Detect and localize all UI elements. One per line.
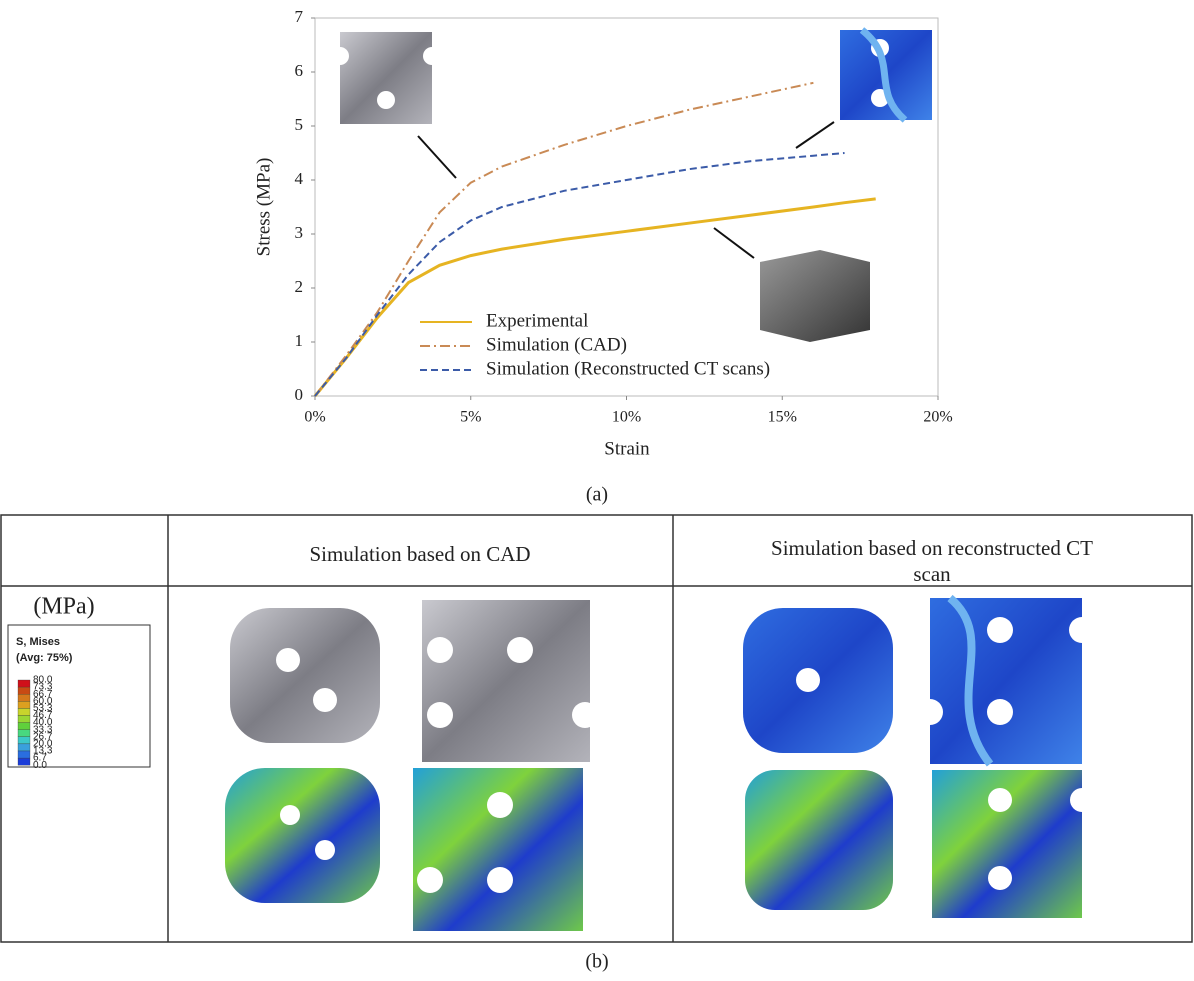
- panel-label: (b): [585, 951, 608, 973]
- x-tick-label: 10%: [612, 409, 641, 426]
- y-tick-label: 6: [295, 61, 304, 80]
- y-axis-title: Stress (MPa): [253, 158, 274, 257]
- legend-swatch: [18, 737, 30, 744]
- legend-swatch: [18, 680, 30, 687]
- legend-swatch: [18, 723, 30, 730]
- legend-swatch: [18, 716, 30, 723]
- legend-label: Simulation (CAD): [486, 334, 627, 355]
- legend-swatch: [18, 730, 30, 737]
- x-tick-label: 15%: [768, 409, 797, 426]
- y-tick-label: 0: [295, 385, 304, 404]
- legend-swatch: [18, 744, 30, 751]
- y-tick-label: 2: [295, 277, 304, 296]
- legend-swatch: [18, 751, 30, 758]
- legend-swatch: [18, 701, 30, 708]
- legend-title: S, Mises: [16, 636, 60, 648]
- legend-swatch: [18, 687, 30, 694]
- panel-label: (a): [586, 484, 608, 506]
- inset-images: [331, 30, 932, 342]
- legend-swatch: [18, 708, 30, 715]
- legend-swatch: [18, 758, 30, 765]
- x-tick-label: 5%: [460, 409, 481, 426]
- y-tick-label: 4: [295, 169, 304, 188]
- figure: (a) Simulation based on CAD Simulation b…: [0, 0, 1194, 981]
- table-images: [225, 598, 1095, 931]
- legend-level: 0.0: [33, 760, 47, 771]
- legend-label: Experimental: [486, 310, 588, 331]
- y-tick-label: 5: [295, 115, 304, 134]
- y-tick-label: 7: [295, 7, 304, 26]
- column-header: Simulation based on CAD: [309, 542, 530, 566]
- x-axis-title: Strain: [604, 438, 650, 459]
- y-tick-label: 1: [295, 331, 304, 350]
- y-tick-label: 3: [295, 223, 304, 242]
- x-tick-label: 20%: [923, 409, 952, 426]
- unit-label: (MPa): [33, 594, 94, 620]
- legend-label: Simulation (Reconstructed CT scans): [486, 358, 770, 379]
- x-tick-label: 0%: [304, 409, 325, 426]
- legend-subtitle: (Avg: 75%): [16, 652, 73, 664]
- legend-swatch: [18, 694, 30, 701]
